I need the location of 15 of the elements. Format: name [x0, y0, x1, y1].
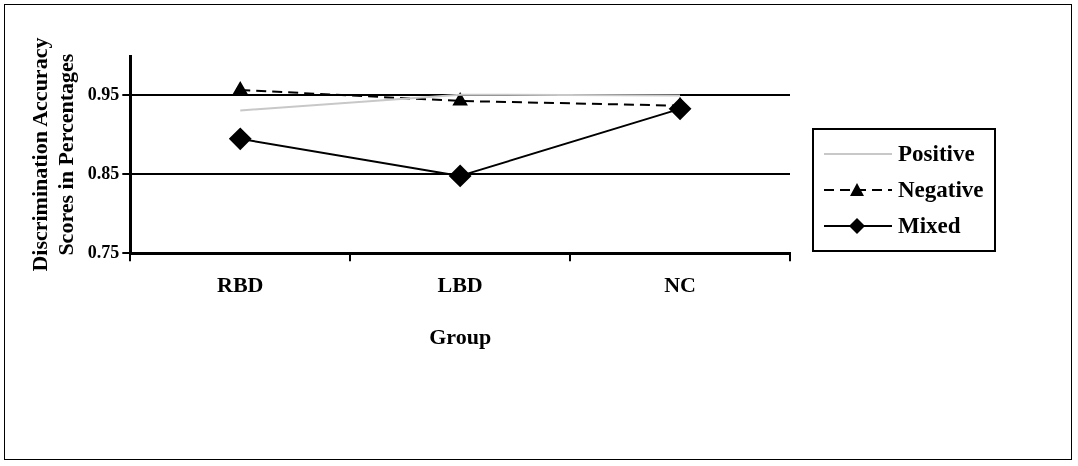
x-axis-title: Group — [429, 324, 492, 350]
legend-label: Negative — [898, 177, 984, 203]
point — [229, 127, 252, 150]
x-tick-label: LBD — [437, 272, 483, 298]
y-tick-label: 0.95 — [87, 84, 120, 105]
y-axis-title: Discrimination Accuracy Scores in Percentages — [26, 37, 79, 272]
legend-label: Positive — [898, 141, 975, 167]
y-tick-label: 0.75 — [87, 241, 120, 262]
point — [233, 81, 248, 95]
point — [453, 92, 468, 106]
x-tick-label: RBD — [217, 272, 264, 298]
y-tick-label: 0.85 — [87, 162, 120, 183]
point — [449, 164, 472, 187]
x-tick-label: NC — [664, 272, 696, 298]
legend-label: Mixed — [898, 213, 961, 239]
